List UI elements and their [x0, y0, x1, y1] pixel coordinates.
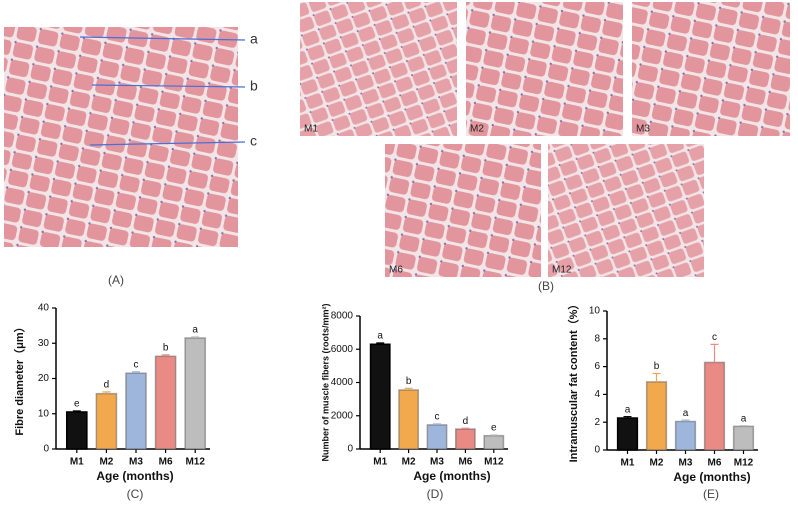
- x-tick-label: M2: [99, 457, 113, 468]
- x-tick-label: M6: [458, 457, 472, 468]
- image-label: M6: [389, 265, 403, 276]
- significance-letter: a: [683, 408, 689, 419]
- bar: [616, 417, 639, 451]
- y-axis-label: Intramuscular fat content（%）: [567, 299, 580, 463]
- y-axis-label: Fibre diameter（μm）: [13, 321, 26, 435]
- bar: [732, 425, 755, 451]
- y-tick-label: 6000: [331, 344, 354, 355]
- micrograph: [466, 2, 623, 136]
- significance-letter: d: [463, 416, 469, 427]
- x-tick-label: M3: [129, 457, 143, 468]
- panel-label: (B): [538, 279, 554, 293]
- y-tick-label: 10: [38, 408, 50, 419]
- x-tick-label: M3: [679, 458, 693, 469]
- x-tick-label: M1: [70, 457, 84, 468]
- bar: [65, 411, 88, 450]
- micrograph: [4, 27, 238, 247]
- y-axis-label: Number of muscle fibers (roots/mm²): [320, 303, 330, 461]
- significance-letter: d: [104, 380, 110, 391]
- y-tick-label: 4000: [331, 377, 354, 388]
- arrow-label: a: [250, 31, 258, 47]
- y-tick-label: 2: [594, 417, 600, 428]
- x-tick-label: M6: [708, 458, 722, 469]
- y-tick-label: 0: [347, 444, 353, 455]
- panel-label: (A): [108, 273, 124, 287]
- arrow-label: c: [250, 133, 257, 149]
- y-tick-label: 6: [594, 361, 600, 372]
- image-label: M12: [552, 265, 572, 276]
- arrow: [91, 84, 246, 88]
- significance-letter: a: [625, 404, 631, 415]
- bar: [398, 389, 420, 450]
- x-tick-label: M12: [734, 458, 754, 469]
- y-tick-label: 8: [594, 333, 600, 344]
- bar: [454, 428, 476, 450]
- micrograph: [385, 144, 541, 277]
- bar: [483, 434, 505, 450]
- y-tick-label: 0: [43, 444, 49, 455]
- micrograph: [632, 2, 790, 136]
- y-tick-label: 8000: [331, 311, 354, 322]
- bar: [154, 355, 177, 450]
- significance-letter: b: [163, 343, 169, 354]
- panel-label: (D): [427, 487, 444, 501]
- image-label: M1: [304, 124, 318, 135]
- y-tick-label: 0: [594, 445, 600, 456]
- x-axis-label: Age (months): [96, 469, 173, 483]
- bar: [703, 361, 726, 451]
- y-tick-label: 20: [38, 373, 50, 384]
- arrow: [89, 141, 246, 146]
- bar: [95, 392, 118, 450]
- x-tick-label: M1: [621, 458, 635, 469]
- significance-letter: c: [134, 359, 139, 370]
- panel-b: M1 M2 M3 M6 M12 (B): [300, 2, 790, 293]
- significance-letter: e: [491, 423, 497, 434]
- x-tick-label: M12: [484, 457, 504, 468]
- panel-a: a b c (A): [4, 27, 258, 287]
- micrograph: [300, 2, 457, 136]
- bar: [645, 381, 668, 451]
- panel-label: (E): [703, 487, 719, 501]
- x-tick-label: M2: [402, 457, 416, 468]
- x-tick-label: M2: [650, 458, 664, 469]
- significance-letter: b: [406, 376, 412, 387]
- y-tick-label: 10: [589, 306, 601, 317]
- image-label: M3: [636, 124, 650, 135]
- significance-letter: b: [654, 361, 660, 372]
- significance-letter: e: [74, 399, 80, 410]
- y-tick-label: 30: [38, 338, 50, 349]
- arrow-label: b: [250, 78, 258, 94]
- bar: [674, 420, 697, 451]
- bar: [369, 343, 391, 450]
- x-tick-label: M1: [373, 457, 387, 468]
- significance-letter: a: [741, 413, 747, 424]
- y-tick-label: 40: [38, 303, 50, 314]
- bar: [184, 337, 207, 450]
- x-axis-label: Age (months): [673, 470, 750, 484]
- y-tick-label: 2000: [331, 410, 354, 421]
- panel-label: (C): [127, 487, 144, 501]
- bar: [426, 424, 448, 450]
- y-tick-label: 4: [594, 389, 600, 400]
- x-tick-label: M12: [185, 457, 205, 468]
- significance-letter: c: [712, 332, 717, 343]
- significance-letter: a: [377, 331, 383, 342]
- x-axis-label: Age (months): [413, 469, 490, 483]
- significance-letter: c: [435, 412, 440, 423]
- bar: [125, 372, 147, 450]
- x-tick-label: M6: [159, 457, 173, 468]
- micrograph: [548, 144, 704, 277]
- x-tick-label: M3: [430, 457, 444, 468]
- significance-letter: a: [192, 325, 198, 336]
- arrow: [79, 36, 246, 41]
- image-label: M2: [470, 124, 484, 135]
